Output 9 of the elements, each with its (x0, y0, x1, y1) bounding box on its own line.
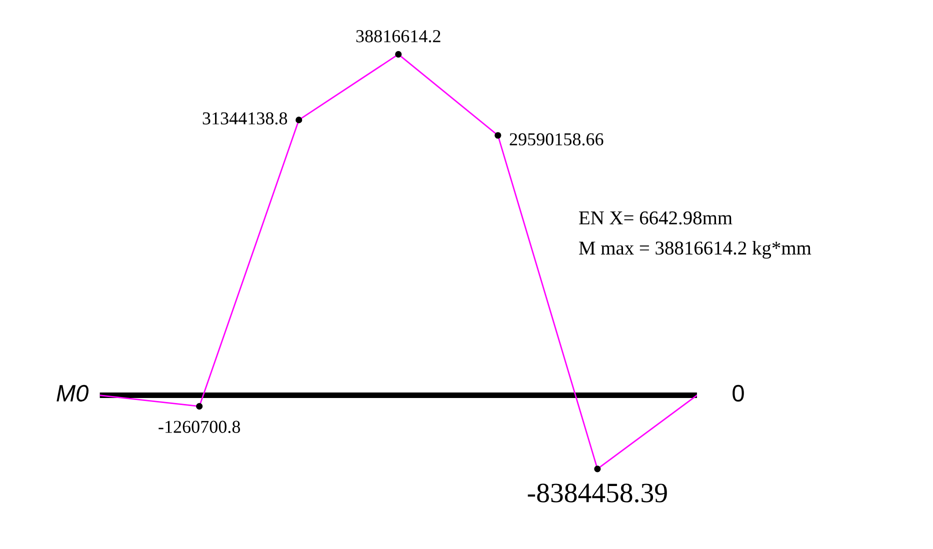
data-label: -1260700.8 (158, 420, 240, 434)
data-label: M0 (56, 384, 89, 402)
annotation: EN X= 6642.98mm (579, 211, 732, 225)
data-label: 29590158.66 (510, 133, 604, 146)
annotation: M max = 38816614.2 kg*mm (579, 240, 812, 259)
data-label: 31344138.8 (202, 112, 288, 125)
data-label: -8384458.39 (528, 484, 667, 502)
data-label: 38816614.2 (356, 30, 440, 42)
data-label: 0 (732, 384, 744, 402)
